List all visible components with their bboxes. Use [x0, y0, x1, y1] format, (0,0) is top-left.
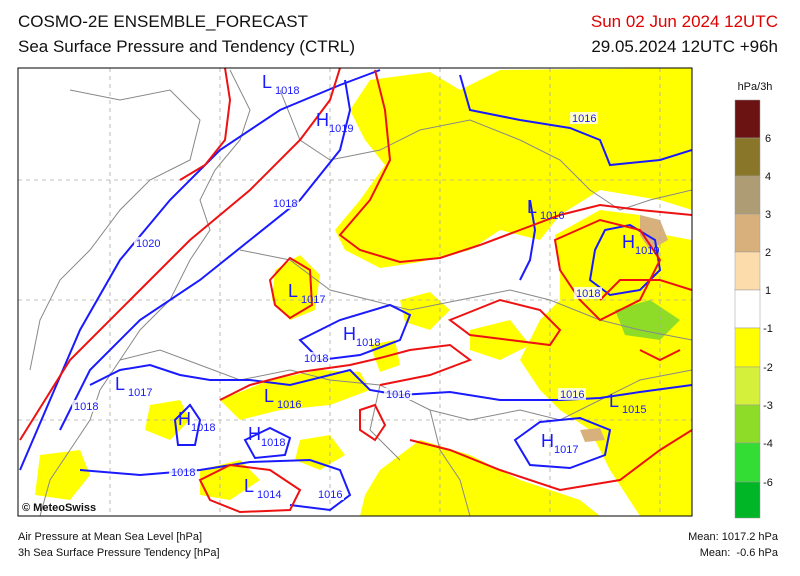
pressure-value: 1018 [275, 85, 299, 97]
pressure-value: 1018 [191, 422, 215, 434]
pressure-value: 1016 [277, 399, 301, 411]
grid [18, 68, 692, 516]
legend-swatch [734, 404, 761, 444]
footer-left: Air Pressure at Mean Sea Level [hPa] [18, 531, 202, 543]
pressure-symbol: H [316, 110, 329, 130]
map-frame [17, 67, 693, 517]
pressure-value: 1019 [329, 123, 353, 135]
run-time: 29.05.2024 12UTC +96h [591, 37, 778, 56]
isobar-value: 1018 [304, 353, 328, 365]
label-bg [574, 287, 602, 299]
legend: hPa/3h 6 4 3 2 1 -1 -2 -3 -4 -6 [734, 81, 773, 519]
pressure-value: 1017 [554, 444, 578, 456]
label-bg [570, 112, 598, 124]
label-bg [558, 388, 586, 400]
tendency-areas [35, 68, 692, 516]
pressure-symbol: H [541, 431, 554, 451]
pressure-value: 1015 [622, 404, 646, 416]
legend-tick-label: -6 [763, 477, 773, 489]
valid-time: Sun 02 Jun 2024 12UTC [591, 12, 778, 31]
subtitle: Sea Surface Pressure and Tendency (CTRL) [18, 37, 355, 56]
legend-swatch [734, 289, 761, 329]
isobar-value: 1020 [136, 238, 160, 250]
footer-right: Mean: 1017.2 hPa [688, 531, 779, 543]
pressure-symbol: H [178, 409, 191, 429]
label-bg [169, 466, 197, 478]
legend-tick-label: 2 [765, 247, 771, 259]
pressure-symbol: H [248, 424, 261, 444]
pressure-symbol: L [262, 72, 272, 92]
pressure-symbol: L [288, 281, 298, 301]
label-bg [316, 488, 344, 500]
isobar-value: 1018 [171, 467, 195, 479]
pressure-symbol: L [609, 391, 619, 411]
pressure-value: 1017 [301, 294, 325, 306]
isobar-value: 1018 [576, 288, 600, 300]
pressure-symbol: L [115, 374, 125, 394]
pressure-symbol: L [527, 197, 537, 217]
legend-tick-label: -4 [763, 438, 773, 450]
pressure-value: 1017 [128, 387, 152, 399]
legend-swatch [734, 442, 761, 483]
legend-swatch [734, 213, 761, 253]
isobar-value: 1018 [74, 401, 98, 413]
pressure-value: 1018 [261, 437, 285, 449]
label-bg [384, 388, 412, 400]
legend-swatch [734, 481, 761, 519]
pressure-value: 1019 [635, 245, 659, 257]
label-bg [271, 197, 299, 209]
isobar-value: 1018 [273, 198, 297, 210]
legend-swatch [734, 137, 761, 177]
isobar-value: 1016 [318, 489, 342, 501]
copyright: © MeteoSwiss [22, 502, 96, 514]
pressure-symbol: L [244, 476, 254, 496]
legend-unit: hPa/3h [738, 81, 773, 93]
pressure-value: 1016 [540, 210, 564, 222]
footer-right: Mean: -0.6 hPa [700, 547, 779, 559]
legend-tick-label: -2 [763, 362, 773, 374]
legend-tick-label: -3 [763, 400, 773, 412]
pressure-symbol: L [264, 386, 274, 406]
isobar-value: 1016 [386, 389, 410, 401]
footer-left: 3h Sea Surface Pressure Tendency [hPa] [18, 547, 220, 559]
legend-tick-label: -1 [763, 323, 773, 335]
map-layers [18, 68, 692, 516]
pressure-value: 1014 [257, 489, 281, 501]
legend-swatch [734, 99, 761, 139]
label-bg [134, 237, 162, 249]
pressure-value: 1018 [356, 337, 380, 349]
tendency-isolines [19, 68, 692, 514]
pressure-symbol: H [343, 324, 356, 344]
legend-tick-label: 1 [765, 285, 771, 297]
legend-swatch [734, 175, 761, 215]
label-bg [72, 400, 100, 412]
isobar-value: 1016 [572, 113, 596, 125]
legend-tick-label: 3 [765, 209, 771, 221]
label-bg [302, 352, 330, 364]
pressure-symbol: H [622, 232, 635, 252]
title: COSMO-2E ENSEMBLE_FORECAST [18, 12, 308, 31]
legend-swatch [734, 251, 761, 291]
legend-swatch [734, 366, 761, 406]
isobar-value: 1016 [560, 389, 584, 401]
legend-tick-label: 6 [765, 133, 771, 145]
legend-swatch [734, 327, 761, 368]
legend-tick-label: 4 [765, 171, 771, 183]
